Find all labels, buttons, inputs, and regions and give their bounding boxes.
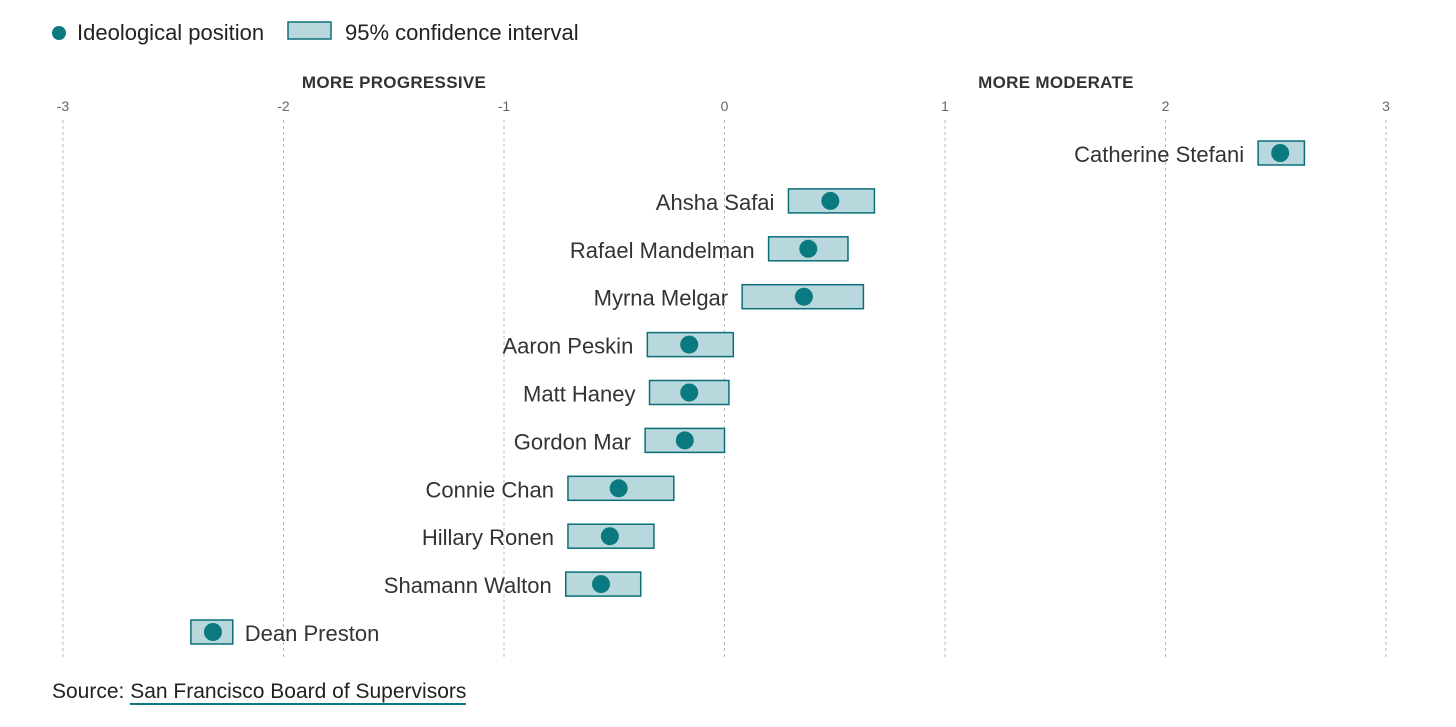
tick-label: 0: [721, 98, 729, 114]
tick-labels: -3 -2 -1 0 1 2 3: [57, 98, 1390, 114]
data-row: Connie Chan: [426, 475, 675, 502]
supervisor-label: Ahsha Safai: [656, 190, 775, 215]
supervisor-label: Dean Preston: [245, 621, 380, 646]
supervisor-label: Connie Chan: [426, 477, 554, 502]
data-row: Rafael Mandelman: [570, 236, 849, 263]
legend-interval-label: 95% confidence interval: [345, 20, 579, 45]
ideology-point: [592, 575, 611, 594]
ideology-point: [680, 335, 699, 354]
header-more-progressive: MORE PROGRESSIVE: [302, 73, 486, 92]
supervisor-label: Matt Haney: [523, 382, 636, 407]
tick-label: -2: [277, 98, 290, 114]
data-row: Myrna Melgar: [594, 283, 865, 311]
data-row: Catherine Stefani: [1074, 140, 1306, 167]
supervisor-label: Catherine Stefani: [1074, 142, 1244, 167]
data-row: Matt Haney: [523, 379, 730, 407]
source-note: Source: San Francisco Board of Superviso…: [52, 680, 467, 705]
data-row: Dean Preston: [190, 619, 380, 646]
legend-point-swatch: [52, 26, 66, 40]
data-row: Hillary Ronen: [422, 523, 655, 550]
legend-point-label: Ideological position: [77, 20, 264, 45]
tick-label: 2: [1162, 98, 1170, 114]
data-row: Aaron Peskin: [502, 331, 735, 359]
grid-layer: [62, 120, 1387, 660]
ideology-point: [609, 479, 628, 498]
ideology-point: [794, 287, 813, 306]
supervisor-label: Shamann Walton: [384, 573, 552, 598]
supervisor-label: Myrna Melgar: [594, 286, 728, 311]
supervisor-label: Aaron Peskin: [502, 334, 633, 359]
supervisor-label: Hillary Ronen: [422, 525, 554, 550]
data-row: Ahsha Safai: [656, 188, 876, 215]
supervisor-label: Rafael Mandelman: [570, 238, 755, 263]
ideology-point: [821, 191, 840, 210]
chart: Ideological position 95% confidence inte…: [52, 20, 1390, 660]
ideology-point: [600, 527, 619, 546]
ideology-point: [680, 383, 699, 402]
data-row: Shamann Walton: [384, 571, 642, 598]
header-more-moderate: MORE MODERATE: [978, 73, 1134, 92]
tick-label: -3: [57, 98, 70, 114]
data-rows: Catherine Stefani Ahsha Safai Rafael Mande…: [190, 140, 1306, 646]
tick-label: 3: [1382, 98, 1390, 114]
ideology-point: [799, 239, 818, 258]
tick-label: -1: [498, 98, 511, 114]
ideology-point: [675, 431, 694, 450]
ideology-point: [203, 623, 222, 641]
source-prefix: Source:: [52, 680, 131, 703]
supervisor-label: Gordon Mar: [514, 429, 631, 454]
data-row: Gordon Mar: [514, 427, 726, 454]
legend: Ideological position 95% confidence inte…: [52, 20, 579, 45]
source-link[interactable]: San Francisco Board of Supervisors: [130, 680, 467, 705]
legend-interval-swatch: [287, 21, 332, 40]
tick-label: 1: [941, 98, 949, 114]
ideology-point: [1271, 144, 1290, 162]
